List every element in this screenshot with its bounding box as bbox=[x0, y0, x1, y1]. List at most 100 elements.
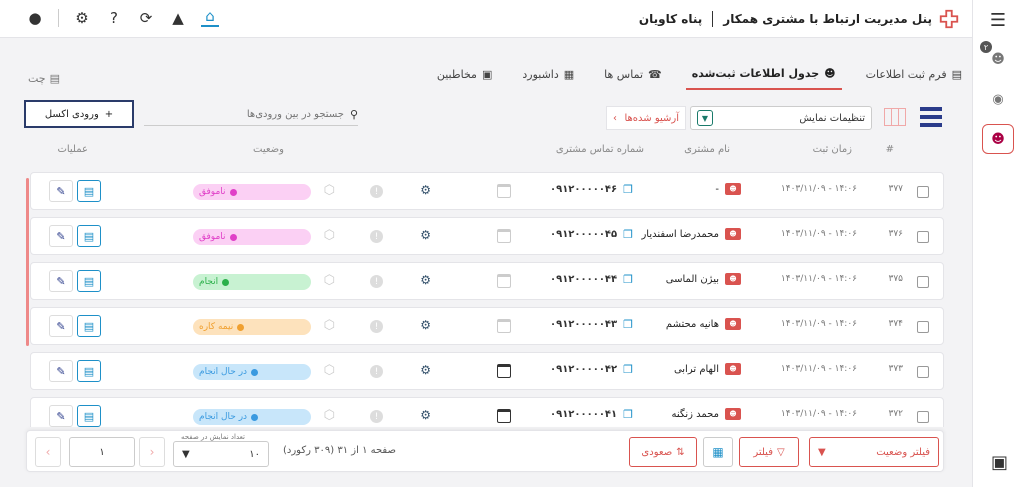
archive-button[interactable]: آرشیو شده‌ها › bbox=[606, 106, 686, 130]
cube-icon[interactable]: ⬡ bbox=[323, 408, 335, 423]
edit-icon[interactable]: ✎ bbox=[49, 225, 73, 247]
table-row[interactable]: ۳۷۵ ۱۴۰۳/۱۱/۰۹ - ۱۴:۰۶ ☻ بیژن الماسی ۰۹۱… bbox=[30, 262, 944, 300]
table-row[interactable]: ۳۷۲ ۱۴۰۳/۱۱/۰۹ - ۱۴:۰۶ ☻ محمد زنگنه ۰۹۱۲… bbox=[30, 397, 944, 427]
row-checkbox[interactable] bbox=[917, 186, 929, 198]
phone-number: ۰۹۱۲۰۰۰۰۰۴۶ bbox=[549, 184, 618, 195]
copy-icon[interactable]: ❐ bbox=[623, 273, 633, 286]
message-icon[interactable]: ▤ bbox=[77, 180, 101, 202]
contact-card-icon[interactable]: ☻ bbox=[725, 228, 741, 240]
calendar-icon[interactable] bbox=[497, 229, 511, 243]
prev-page-button[interactable]: ‹ bbox=[35, 437, 61, 467]
user-cog-icon[interactable]: ⚙ bbox=[420, 183, 431, 197]
table-row[interactable]: ۳۷۶ ۱۴۰۳/۱۱/۰۹ - ۱۴:۰۶ ☻ محمدرضا اسفندیا… bbox=[30, 217, 944, 255]
status-dot bbox=[251, 368, 259, 376]
message-icon[interactable]: ▤ bbox=[77, 360, 101, 382]
refresh-icon[interactable]: ⟳ bbox=[139, 9, 153, 27]
alert-icon[interactable]: ! bbox=[370, 410, 383, 423]
chat-link[interactable]: ▤ چت bbox=[28, 72, 60, 85]
tab-dashboard[interactable]: ▦ داشبورد bbox=[516, 58, 580, 90]
message-icon[interactable]: ▤ bbox=[77, 225, 101, 247]
message-icon[interactable]: ▤ bbox=[77, 405, 101, 427]
contact-card-icon[interactable]: ☻ bbox=[725, 318, 741, 330]
copy-icon[interactable]: ❐ bbox=[623, 408, 633, 421]
table-row[interactable]: ۳۷۷ ۱۴۰۳/۱۱/۰۹ - ۱۴:۰۶ ☻ - ۰۹۱۲۰۰۰۰۰۴۶ ❐… bbox=[30, 172, 944, 210]
search-input[interactable] bbox=[163, 109, 344, 120]
col-time: زمان ثبت bbox=[812, 144, 852, 155]
alert-icon[interactable]: ! bbox=[370, 185, 383, 198]
scroll-indicator[interactable] bbox=[26, 178, 29, 346]
row-checkbox[interactable] bbox=[917, 321, 929, 333]
tab-contacts[interactable]: ▣ مخاطبین bbox=[431, 58, 499, 90]
status-filter-select[interactable]: فیلتر وضعیت ▼ bbox=[809, 437, 939, 467]
copy-icon[interactable]: ❐ bbox=[623, 363, 633, 376]
col-num: # bbox=[885, 144, 894, 155]
grid-view-icon[interactable] bbox=[884, 108, 906, 126]
copy-icon[interactable]: ❐ bbox=[623, 183, 633, 196]
tab-table[interactable]: ☻ جدول اطلاعات ثبت‌شده bbox=[685, 58, 842, 90]
calendar-icon[interactable] bbox=[497, 364, 511, 378]
table-row[interactable]: ۳۷۳ ۱۴۰۳/۱۱/۰۹ - ۱۴:۰۶ ☻ الهام ترابی ۰۹۱… bbox=[30, 352, 944, 390]
user-cog-icon[interactable]: ⚙ bbox=[420, 408, 431, 422]
display-settings-select[interactable]: تنظیمات نمایش ▼ bbox=[690, 106, 872, 130]
briefcase-icon[interactable]: ▣ bbox=[990, 452, 1008, 473]
alert-icon[interactable]: ! bbox=[370, 320, 383, 333]
per-page-select[interactable]: ۱۰ ▼ bbox=[173, 441, 269, 467]
bell-icon[interactable]: ▲ bbox=[172, 9, 184, 27]
user-icon[interactable]: ● bbox=[28, 9, 42, 27]
contact-card-icon[interactable]: ☻ bbox=[725, 408, 741, 420]
page-input[interactable]: ۱ bbox=[69, 437, 135, 467]
row-checkbox[interactable] bbox=[917, 366, 929, 378]
cube-icon[interactable]: ⬡ bbox=[323, 228, 335, 243]
alert-icon[interactable]: ! bbox=[370, 275, 383, 288]
alert-icon[interactable]: ! bbox=[370, 230, 383, 243]
list-view-icon[interactable] bbox=[920, 107, 942, 127]
message-icon[interactable]: ▤ bbox=[77, 270, 101, 292]
user-cog-icon[interactable]: ⚙ bbox=[420, 363, 431, 377]
users-icon: ☻ bbox=[824, 66, 836, 80]
col-status: وضعیت bbox=[253, 144, 284, 155]
help-icon[interactable]: ? bbox=[110, 9, 118, 27]
copy-icon[interactable]: ❐ bbox=[623, 228, 633, 241]
cube-icon[interactable]: ⬡ bbox=[323, 318, 335, 333]
edit-icon[interactable]: ✎ bbox=[49, 360, 73, 382]
row-checkbox[interactable] bbox=[917, 231, 929, 243]
gear-icon[interactable]: ⚙ bbox=[75, 9, 89, 27]
next-page-button[interactable]: › bbox=[139, 437, 165, 467]
excel-export-icon[interactable]: ▦ bbox=[703, 437, 733, 467]
excel-import-button[interactable]: + ورودی اکسل bbox=[24, 100, 134, 128]
row-checkbox[interactable] bbox=[917, 411, 929, 423]
calendar-icon[interactable] bbox=[497, 184, 511, 198]
tab-calls[interactable]: ☎ تماس ها bbox=[598, 58, 668, 90]
edit-icon[interactable]: ✎ bbox=[49, 270, 73, 292]
calendar-icon[interactable] bbox=[497, 274, 511, 288]
user-cog-icon[interactable]: ⚙ bbox=[420, 273, 431, 287]
cube-icon[interactable]: ⬡ bbox=[323, 273, 335, 288]
menu-icon[interactable]: ☰ bbox=[989, 10, 1006, 31]
row-checkbox[interactable] bbox=[917, 276, 929, 288]
calendar-icon[interactable] bbox=[497, 409, 511, 423]
copy-icon[interactable]: ❐ bbox=[623, 318, 633, 331]
edit-icon[interactable]: ✎ bbox=[49, 180, 73, 202]
pagination-bar: فیلتر وضعیت ▼ ▽ فیلتر ▦ ⇅ صعودی صفحه ۱ ا… bbox=[26, 430, 944, 472]
contact-card-icon[interactable]: ☻ bbox=[725, 183, 741, 195]
edit-icon[interactable]: ✎ bbox=[49, 315, 73, 337]
cube-icon[interactable]: ⬡ bbox=[323, 363, 335, 378]
sidebar-item-3[interactable]: ☻ bbox=[982, 124, 1014, 154]
table-row[interactable]: ۳۷۴ ۱۴۰۳/۱۱/۰۹ - ۱۴:۰۶ ☻ هانیه محتشم ۰۹۱… bbox=[30, 307, 944, 345]
sort-button[interactable]: ⇅ صعودی bbox=[629, 437, 697, 467]
message-icon[interactable]: ▤ bbox=[77, 315, 101, 337]
tab-form[interactable]: ▤ فرم ثبت اطلاعات bbox=[860, 58, 968, 90]
user-cog-icon[interactable]: ⚙ bbox=[420, 318, 431, 332]
page-info: صفحه ۱ از ۳۱ (۳۰۹ رکورد) bbox=[283, 445, 396, 456]
filter-button[interactable]: ▽ فیلتر bbox=[739, 437, 799, 467]
contact-card-icon[interactable]: ☻ bbox=[725, 273, 741, 285]
home-icon[interactable]: ⌂ bbox=[201, 7, 219, 27]
edit-icon[interactable]: ✎ bbox=[49, 405, 73, 427]
cube-icon[interactable]: ⬡ bbox=[323, 183, 335, 198]
contact-card-icon[interactable]: ☻ bbox=[725, 363, 741, 375]
sidebar-item-1[interactable]: ☻ ۲ bbox=[980, 41, 1014, 74]
calendar-icon[interactable] bbox=[497, 319, 511, 333]
sidebar-item-2[interactable]: ◉ bbox=[982, 84, 1014, 114]
user-cog-icon[interactable]: ⚙ bbox=[420, 228, 431, 242]
alert-icon[interactable]: ! bbox=[370, 365, 383, 378]
